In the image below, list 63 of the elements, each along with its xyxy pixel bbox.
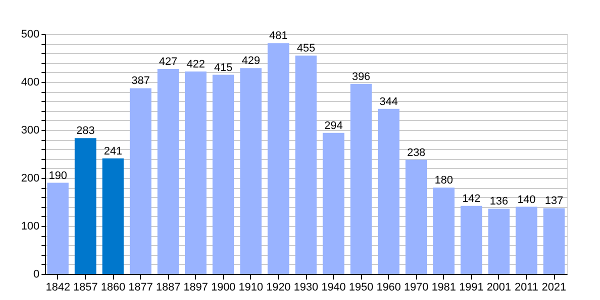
bar: [102, 158, 124, 274]
x-tick-label: 1842: [46, 282, 70, 294]
bar: [47, 182, 69, 274]
y-tick-label: 500: [21, 28, 40, 40]
data-label: 455: [296, 42, 316, 55]
bar: [185, 71, 207, 274]
x-tick-label: 1940: [321, 282, 346, 294]
data-label: 422: [186, 58, 205, 70]
data-label: 190: [48, 170, 68, 182]
data-label: 137: [544, 195, 564, 208]
x-tick-label: 1950: [348, 282, 374, 294]
bar: [268, 43, 290, 274]
data-label: 396: [352, 70, 370, 83]
data-label: 427: [159, 56, 178, 68]
data-label: 140: [517, 194, 536, 206]
bar: [74, 138, 96, 274]
data-label: 180: [434, 174, 453, 187]
bar: [488, 208, 510, 274]
bar: [516, 206, 538, 274]
y-tick-label: 300: [21, 124, 40, 136]
data-label: 238: [407, 146, 426, 159]
x-tick-label: 1857: [73, 282, 98, 294]
data-label: 294: [324, 120, 343, 132]
bar: [130, 88, 152, 274]
x-tick-label: 1960: [376, 282, 401, 294]
data-label: 142: [462, 192, 481, 205]
y-tick-label: 0: [33, 268, 40, 280]
x-tick-label: 1900: [211, 282, 236, 294]
data-label: 283: [76, 125, 95, 138]
data-label: 136: [490, 196, 508, 208]
x-tick-label: 2021: [542, 282, 566, 294]
bar: [460, 206, 482, 274]
x-tick-label: 2001: [486, 282, 512, 294]
x-tick-label: 1930: [294, 282, 318, 294]
data-label: 241: [104, 145, 122, 158]
bar: [212, 74, 234, 274]
x-tick-label: 1877: [128, 282, 153, 294]
data-label: 387: [131, 75, 150, 88]
x-tick-label: 2011: [514, 282, 538, 294]
bar: [322, 132, 344, 274]
x-tick-label: 1991: [459, 282, 484, 294]
bar: [543, 208, 565, 274]
x-tick-label: 1897: [184, 282, 208, 294]
x-tick-label: 1981: [432, 282, 456, 294]
x-tick-label: 1970: [404, 282, 428, 294]
bar: [378, 108, 400, 274]
bar: [433, 188, 455, 274]
y-tick-label: 200: [21, 172, 40, 184]
data-label: 415: [214, 62, 232, 74]
y-tick-label: 100: [21, 220, 40, 232]
bar: [157, 69, 179, 274]
data-label: 429: [242, 55, 260, 68]
x-tick-label: 1920: [266, 282, 291, 294]
bar: [350, 84, 372, 274]
x-tick-label: 1887: [156, 282, 180, 294]
bar: [240, 68, 262, 274]
bar: [405, 160, 427, 274]
x-tick-label: 1910: [238, 282, 264, 294]
x-tick-label: 1860: [100, 282, 126, 294]
y-tick-label: 400: [21, 76, 40, 88]
data-label: 481: [269, 30, 288, 42]
bar: [295, 56, 317, 274]
data-label: 344: [380, 96, 398, 108]
